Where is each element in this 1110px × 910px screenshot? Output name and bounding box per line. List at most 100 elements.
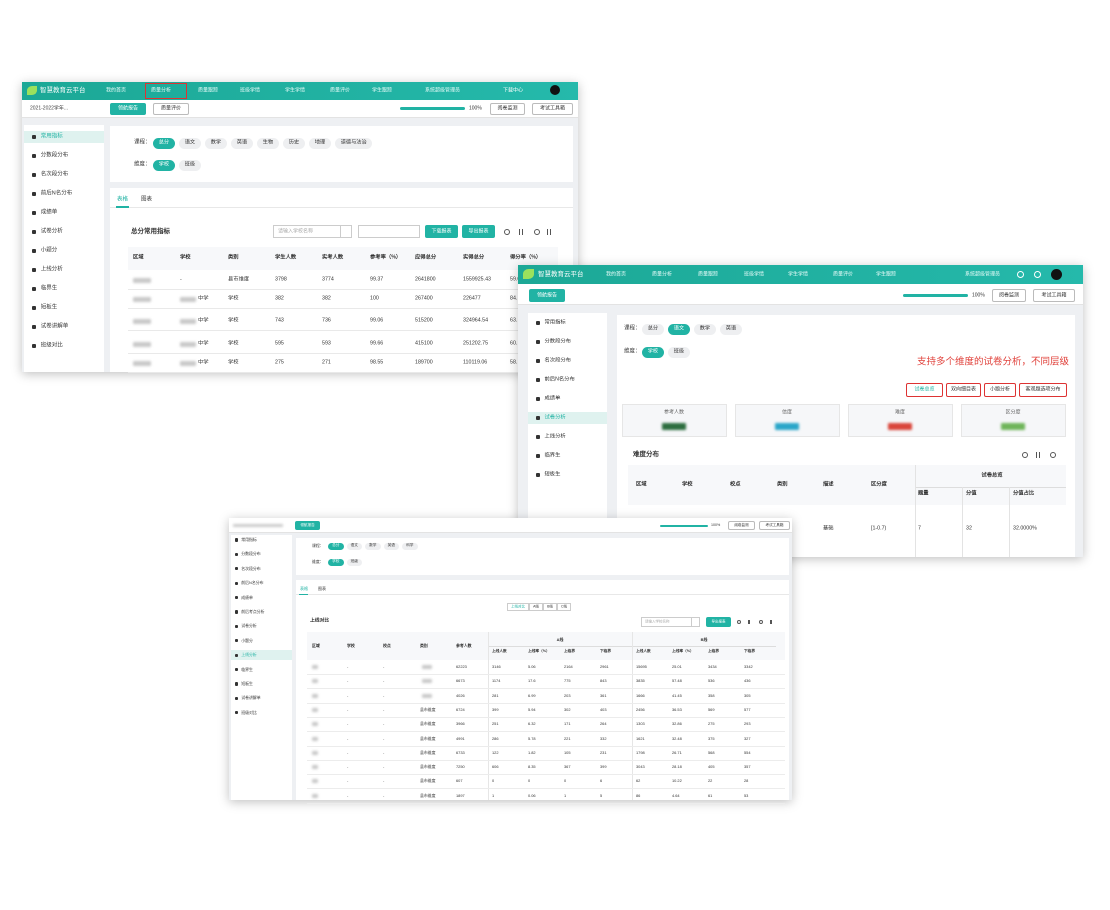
- sidebar-item[interactable]: 前后N名分布: [40, 190, 73, 197]
- nav-item[interactable]: 学生跟踪: [372, 87, 393, 94]
- filter-chip-label[interactable]: 语文: [350, 543, 358, 548]
- nav-item[interactable]: 质量分析: [652, 271, 673, 277]
- sidebar-item[interactable]: 试卷讲解单: [241, 695, 261, 701]
- filter-chip-label[interactable]: 总分: [332, 543, 340, 548]
- filter-chip-label[interactable]: 英语: [387, 543, 395, 548]
- sidebar-item[interactable]: 临界生: [241, 666, 253, 672]
- analysis-tab-label[interactable]: 客观题选项分布: [1025, 386, 1061, 393]
- button-label[interactable]: 导出报表: [468, 228, 489, 234]
- sidebar-item[interactable]: 成绩单: [544, 395, 561, 402]
- button-label[interactable]: 领航报告: [117, 105, 139, 112]
- nav-item[interactable]: 质量跟踪: [698, 271, 719, 277]
- sidebar-item[interactable]: 名次段分布: [544, 357, 571, 364]
- sidebar-item[interactable]: 前后考点分析: [241, 609, 265, 615]
- button-label[interactable]: 考试工具箱: [539, 105, 566, 112]
- tab[interactable]: 图表: [141, 196, 153, 203]
- nav-item[interactable]: 质量分析: [151, 87, 172, 94]
- filter-chip-label[interactable]: 学校: [332, 559, 340, 564]
- sidebar-item[interactable]: 小题分: [241, 637, 253, 643]
- filter-chip-label[interactable]: 生物: [262, 139, 274, 146]
- filter-chip-label[interactable]: 学校: [647, 348, 659, 355]
- filter-chip-label[interactable]: 数学: [210, 139, 222, 146]
- filter-chip-label[interactable]: 英语: [236, 139, 248, 146]
- sidebar-item[interactable]: 分数段分布: [40, 152, 69, 159]
- sidebar-item[interactable]: 常用指标: [40, 133, 63, 140]
- filter-chip-label[interactable]: 数学: [699, 325, 711, 332]
- sidebar-item[interactable]: 成绩单: [40, 209, 58, 216]
- sidebar-item[interactable]: 临界生: [40, 285, 58, 292]
- sidebar-item[interactable]: 上线分析: [40, 266, 63, 273]
- sidebar-item[interactable]: 前后N名分布: [544, 376, 575, 383]
- nav-item[interactable]: 系统超级管理员: [965, 271, 1001, 277]
- sidebar-item[interactable]: 成绩单: [241, 594, 253, 600]
- segment-label[interactable]: 上线对比: [511, 604, 525, 609]
- filter-chip-label[interactable]: 总分: [158, 139, 170, 146]
- tab[interactable]: 表格: [117, 196, 129, 203]
- nav-item[interactable]: 质量跟踪: [198, 87, 219, 94]
- sidebar-item[interactable]: 短板生: [241, 681, 253, 687]
- nav-item[interactable]: 下载中心: [503, 87, 524, 94]
- filter-chip-label[interactable]: 总分: [647, 325, 659, 332]
- button-label[interactable]: 考试工具箱: [1041, 292, 1067, 298]
- segment-label[interactable]: B线: [547, 604, 553, 609]
- analysis-tab-label[interactable]: 小题分析: [989, 386, 1011, 393]
- filter-chip-label[interactable]: 班级: [673, 348, 685, 355]
- sidebar-item[interactable]: 班级对比: [40, 342, 63, 349]
- nav-item[interactable]: 学生学情: [788, 271, 809, 277]
- sidebar-item[interactable]: 前后N名分布: [241, 580, 264, 586]
- filter-chip: [283, 137, 305, 149]
- filter-chip-label[interactable]: 科学: [406, 543, 414, 548]
- button-label[interactable]: 阅卷监测: [734, 522, 749, 527]
- nav-item[interactable]: 质量评价: [833, 271, 854, 277]
- sidebar-item[interactable]: 分数段分布: [544, 338, 571, 345]
- sidebar-item[interactable]: 小题分: [40, 247, 58, 254]
- sidebar-item[interactable]: 名次段分布: [40, 171, 69, 178]
- sidebar-item[interactable]: 常用指标: [544, 319, 566, 326]
- button-label[interactable]: 考试工具箱: [765, 522, 784, 527]
- filter-chip-label[interactable]: 数学: [369, 543, 377, 548]
- filter-chip-label[interactable]: 学校: [158, 161, 170, 168]
- tab[interactable]: 表格: [300, 586, 308, 591]
- tab[interactable]: 图表: [318, 586, 326, 591]
- sidebar-item[interactable]: 班级对比: [241, 709, 257, 715]
- filter-chip-label[interactable]: 道德与法治: [340, 139, 367, 146]
- sidebar-item[interactable]: 上线分析: [544, 433, 566, 440]
- nav-item[interactable]: 班级学情: [240, 87, 261, 94]
- filter-chip-label[interactable]: 班级: [350, 559, 358, 564]
- analysis-tab-label[interactable]: 双向细目表: [950, 386, 977, 393]
- filter-chip-label[interactable]: 班级: [184, 161, 196, 168]
- nav-item[interactable]: 系统超级管理员: [425, 87, 461, 94]
- filter-chip-label[interactable]: 地理: [314, 139, 326, 146]
- sidebar-item[interactable]: 短板生: [544, 471, 561, 478]
- nav-item[interactable]: 学生跟踪: [876, 271, 897, 277]
- nav-item[interactable]: 我的首页: [106, 87, 127, 94]
- filter-chip-label[interactable]: 英语: [725, 325, 737, 332]
- sidebar-item[interactable]: 分数段分布: [241, 551, 261, 557]
- button-label[interactable]: 领航报告: [300, 522, 315, 527]
- button-label[interactable]: 导出报表: [711, 619, 726, 624]
- button-label[interactable]: 领航报告: [536, 292, 558, 298]
- sidebar-item[interactable]: 试卷分析: [544, 414, 566, 421]
- sidebar-item[interactable]: 短板生: [40, 304, 58, 311]
- button-label[interactable]: 阅卷监测: [998, 292, 1020, 298]
- sidebar-item[interactable]: 试卷分析: [241, 623, 257, 629]
- filter-chip-label[interactable]: 语文: [673, 325, 685, 332]
- segment-label[interactable]: A线: [533, 604, 539, 609]
- sidebar-item[interactable]: 上线分析: [241, 652, 257, 658]
- nav-item[interactable]: 我的首页: [606, 271, 627, 277]
- sidebar-item[interactable]: 试卷讲解单: [40, 323, 69, 330]
- sidebar-item[interactable]: 临界生: [544, 452, 561, 459]
- filter-chip-label[interactable]: 历史: [288, 139, 300, 146]
- nav-item[interactable]: 质量评价: [330, 87, 351, 94]
- button-label[interactable]: 阅卷监测: [497, 105, 518, 112]
- sidebar-item[interactable]: 名次段分布: [241, 565, 261, 571]
- filter-chip-label[interactable]: 语文: [184, 139, 196, 146]
- button-label[interactable]: 质量评价: [160, 105, 182, 112]
- nav-item[interactable]: 学生学情: [285, 87, 306, 94]
- segment-label[interactable]: C线: [560, 604, 568, 609]
- sidebar-item[interactable]: 试卷分析: [40, 228, 63, 235]
- button-label[interactable]: 下载报表: [431, 228, 452, 234]
- analysis-tab-label[interactable]: 试卷总览: [914, 386, 935, 393]
- sidebar-item[interactable]: 常用指标: [241, 537, 257, 543]
- nav-item[interactable]: 班级学情: [744, 271, 765, 277]
